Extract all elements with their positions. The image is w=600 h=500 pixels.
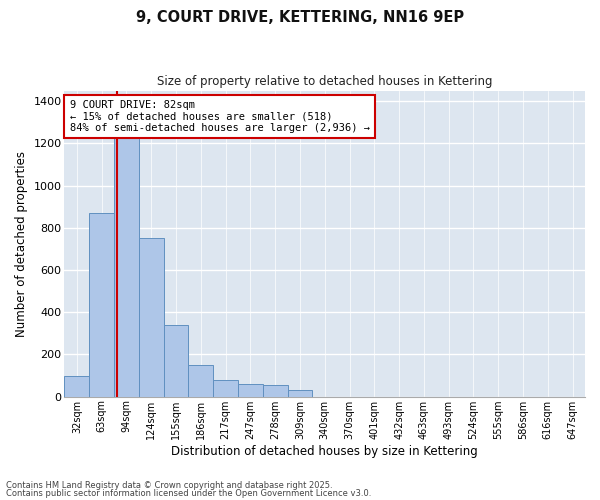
X-axis label: Distribution of detached houses by size in Kettering: Distribution of detached houses by size … — [172, 444, 478, 458]
Y-axis label: Number of detached properties: Number of detached properties — [15, 150, 28, 336]
Bar — [238, 384, 263, 396]
Bar — [263, 385, 287, 396]
Bar — [213, 380, 238, 396]
Bar — [139, 238, 164, 396]
Bar — [114, 137, 139, 396]
Bar — [287, 390, 313, 396]
Title: Size of property relative to detached houses in Kettering: Size of property relative to detached ho… — [157, 75, 493, 88]
Text: Contains public sector information licensed under the Open Government Licence v3: Contains public sector information licen… — [6, 489, 371, 498]
Bar — [164, 325, 188, 396]
Bar — [188, 365, 213, 396]
Text: Contains HM Land Registry data © Crown copyright and database right 2025.: Contains HM Land Registry data © Crown c… — [6, 480, 332, 490]
Bar — [64, 376, 89, 396]
Text: 9, COURT DRIVE, KETTERING, NN16 9EP: 9, COURT DRIVE, KETTERING, NN16 9EP — [136, 10, 464, 25]
Text: 9 COURT DRIVE: 82sqm
← 15% of detached houses are smaller (518)
84% of semi-deta: 9 COURT DRIVE: 82sqm ← 15% of detached h… — [70, 100, 370, 133]
Bar — [89, 213, 114, 396]
